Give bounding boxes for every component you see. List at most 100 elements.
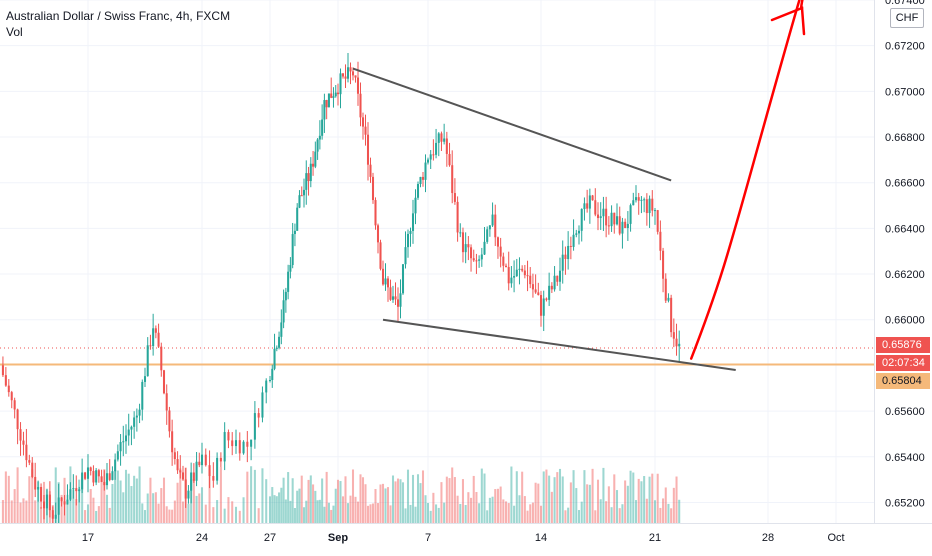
candle-body bbox=[321, 119, 324, 136]
volume-bar bbox=[341, 496, 345, 523]
volume-bar bbox=[200, 487, 204, 523]
volume-bar bbox=[135, 478, 138, 523]
candle-body bbox=[250, 439, 253, 447]
candle-body bbox=[429, 154, 432, 160]
candle-body bbox=[569, 245, 572, 247]
candle-body bbox=[154, 328, 157, 333]
candle-body bbox=[459, 232, 462, 234]
volume-bar bbox=[678, 499, 681, 523]
candle-body bbox=[119, 442, 122, 452]
volume-bar bbox=[456, 495, 459, 523]
volume-bar bbox=[22, 498, 25, 523]
candle-body bbox=[261, 392, 264, 418]
symbol-title[interactable]: Australian Dollar / Swiss Franc, 4h, FXC… bbox=[6, 9, 231, 23]
volume-bar bbox=[321, 478, 324, 523]
volume-bar bbox=[518, 495, 521, 523]
volume-bar bbox=[667, 503, 670, 523]
candle-body bbox=[354, 75, 357, 78]
candle-body bbox=[89, 467, 92, 471]
candle-body bbox=[662, 250, 665, 279]
volume-bar bbox=[257, 508, 260, 523]
candle-body bbox=[401, 264, 405, 294]
candle-body bbox=[168, 410, 171, 432]
candle-body bbox=[494, 214, 497, 238]
candle-body bbox=[672, 332, 675, 339]
volume-bar bbox=[542, 471, 545, 523]
volume-bar bbox=[499, 486, 502, 523]
volume-bar bbox=[253, 469, 256, 523]
candle-body bbox=[404, 247, 407, 265]
volume-bar bbox=[478, 503, 481, 523]
candle-body bbox=[599, 216, 602, 219]
candle-body bbox=[327, 93, 330, 108]
volume-bar bbox=[103, 469, 106, 523]
candle-body bbox=[369, 164, 372, 177]
time-axis[interactable]: 17 24 27 Sep 7 14 21 28 Oct bbox=[0, 523, 932, 551]
candle-body bbox=[195, 461, 198, 481]
candle-body bbox=[618, 216, 621, 234]
candle-body bbox=[291, 234, 294, 266]
candle-body bbox=[212, 476, 215, 481]
volume-bar bbox=[89, 489, 92, 523]
volume-bar bbox=[453, 477, 456, 523]
candle-body bbox=[610, 212, 613, 227]
candle-body bbox=[302, 189, 306, 196]
candle-body bbox=[60, 497, 63, 502]
volume-bar bbox=[7, 475, 10, 523]
candle-body bbox=[615, 216, 619, 225]
volume-bar bbox=[339, 481, 342, 523]
candle-body bbox=[653, 210, 657, 212]
price-axis[interactable]: 0.67400 0.67200 0.67000 0.66800 0.66600 0.664… bbox=[874, 0, 932, 523]
price-tick-label: 0.65400 bbox=[885, 452, 925, 464]
candle-body bbox=[386, 278, 390, 288]
candle-body bbox=[130, 426, 133, 430]
candle-body bbox=[138, 409, 141, 416]
volume-bar bbox=[437, 507, 440, 523]
volume-bar bbox=[19, 502, 22, 523]
volume-bar bbox=[192, 479, 195, 523]
candle-body bbox=[127, 429, 130, 436]
currency-badge[interactable]: CHF bbox=[890, 8, 924, 28]
candle-body bbox=[356, 77, 360, 94]
volume-bar bbox=[16, 467, 19, 523]
volume-bar bbox=[494, 489, 497, 523]
candle-body bbox=[238, 440, 241, 454]
candle-body bbox=[278, 336, 281, 348]
volume-bar bbox=[278, 492, 281, 523]
volume-bar bbox=[621, 504, 624, 523]
volume-bar bbox=[626, 485, 629, 523]
volume-bar bbox=[111, 483, 114, 523]
volume-bar bbox=[432, 492, 435, 523]
candle-body bbox=[135, 415, 138, 418]
volume-bar bbox=[13, 489, 16, 523]
candle-body bbox=[426, 159, 430, 163]
candle-body bbox=[149, 345, 152, 347]
candle-body bbox=[496, 237, 499, 247]
candle-body bbox=[432, 154, 435, 156]
volume-bar bbox=[223, 508, 226, 523]
candle-body bbox=[198, 461, 201, 466]
volume-bar bbox=[526, 510, 529, 523]
candle-body bbox=[591, 195, 594, 201]
price-axis-labels: 0.67400 0.67200 0.67000 0.66800 0.66600 0.664… bbox=[885, 0, 925, 509]
candle-body bbox=[334, 92, 337, 97]
volume-bar bbox=[37, 481, 40, 523]
volume-bar bbox=[572, 470, 575, 523]
volume-bar bbox=[448, 478, 451, 523]
volume-bar bbox=[475, 492, 478, 523]
volume-bar bbox=[618, 508, 621, 523]
candle-body bbox=[424, 162, 427, 180]
candle-body bbox=[577, 230, 581, 234]
volume-bar bbox=[336, 479, 340, 523]
candle-body bbox=[265, 380, 268, 393]
volume-bar bbox=[443, 502, 446, 523]
volume-bar bbox=[296, 490, 299, 523]
candle-body bbox=[507, 267, 510, 284]
volume-label[interactable]: Vol bbox=[6, 25, 23, 39]
candle-body bbox=[84, 472, 87, 479]
candle-body bbox=[181, 472, 185, 480]
volume-bar bbox=[577, 510, 581, 523]
candle-body bbox=[391, 296, 395, 300]
